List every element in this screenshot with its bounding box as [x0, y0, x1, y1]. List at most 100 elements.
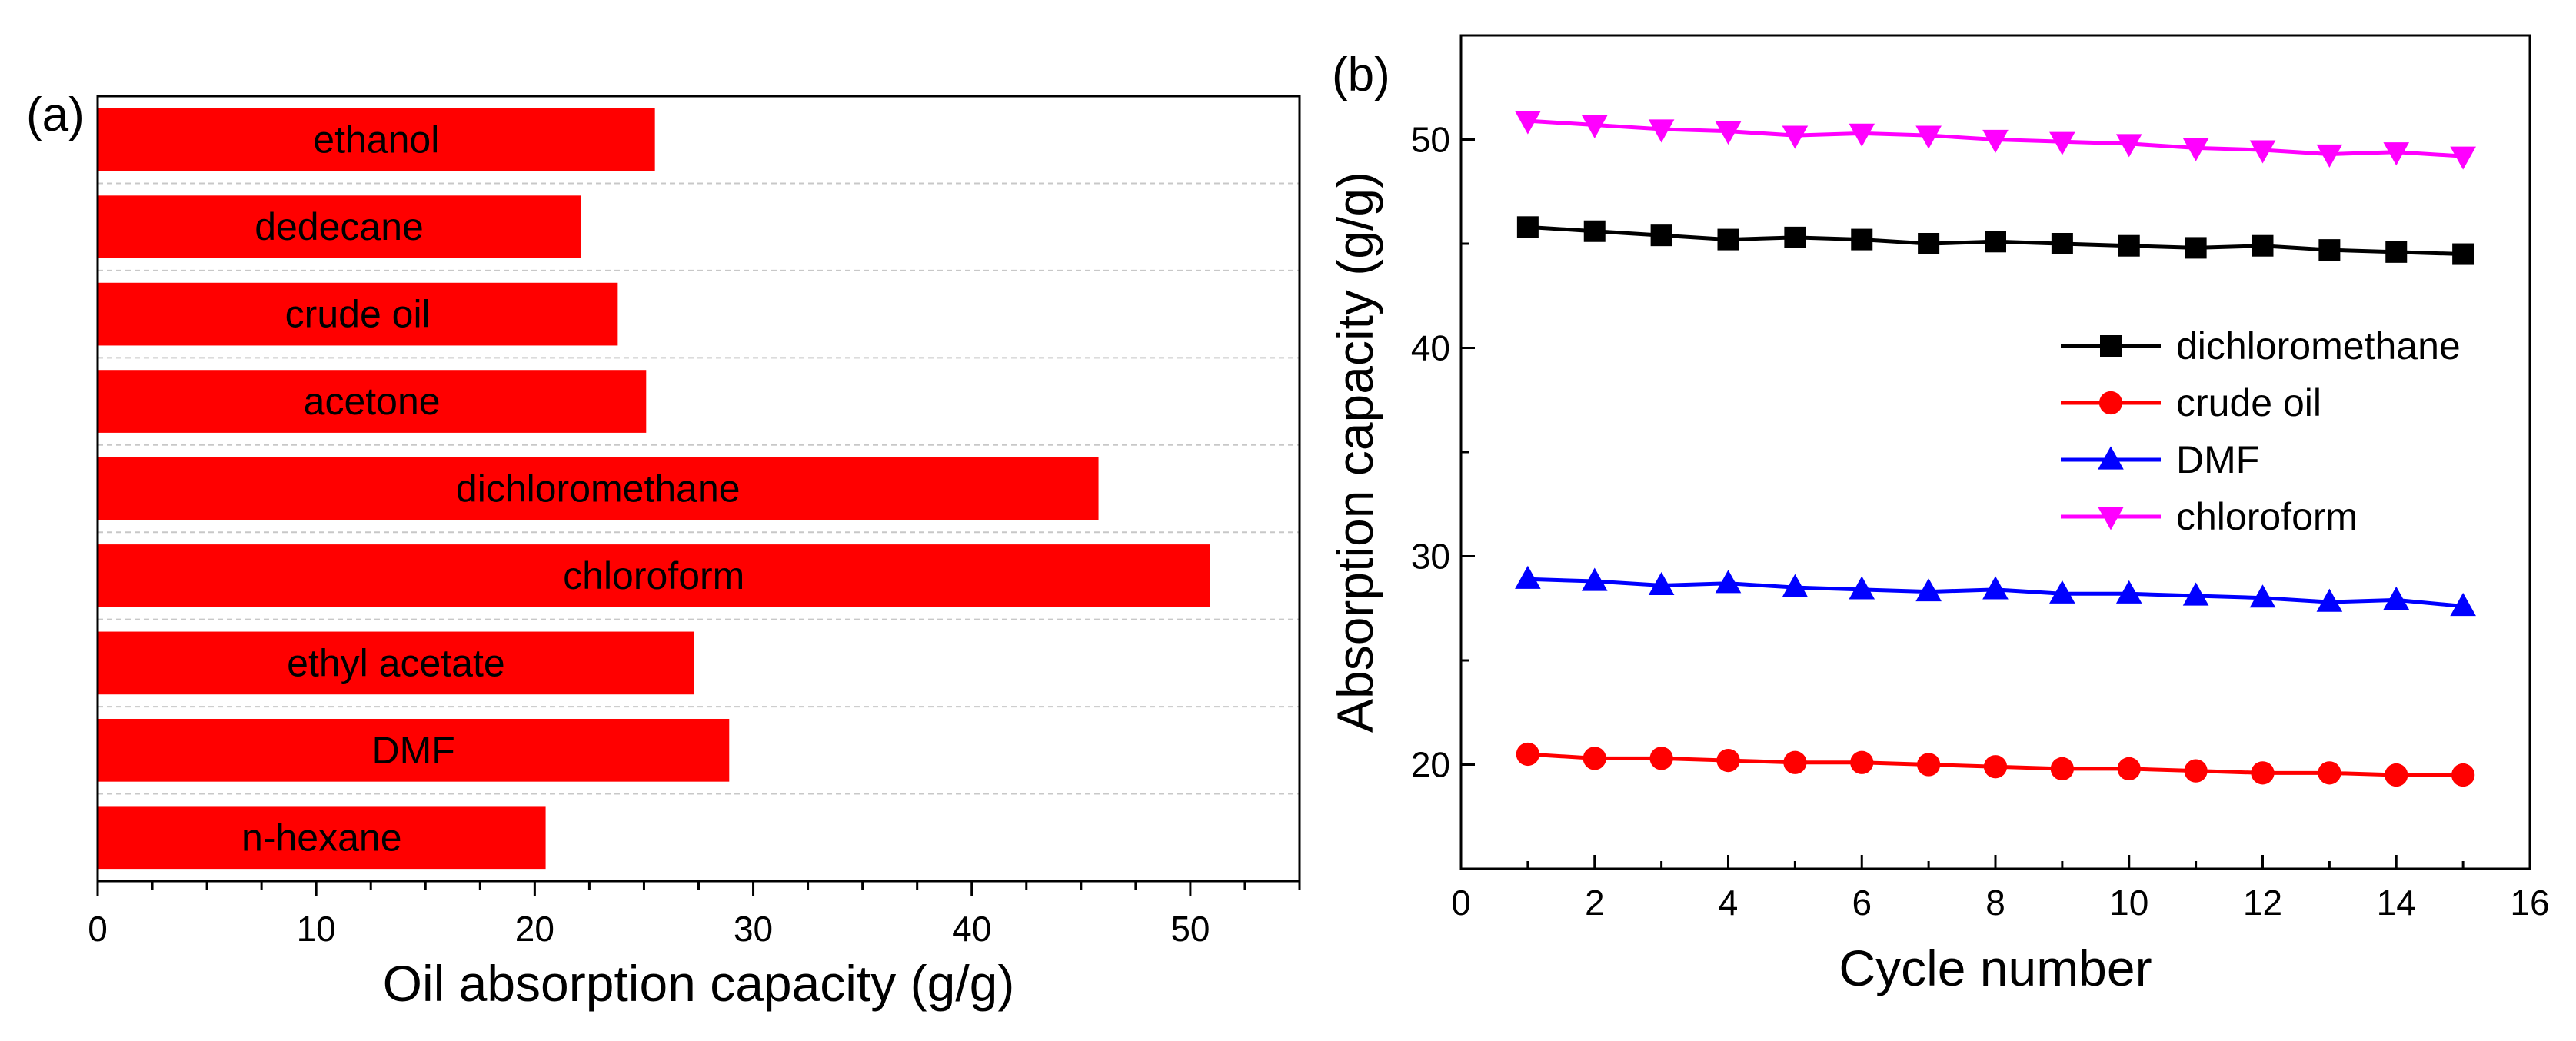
data-point-dichloromethane: [1583, 220, 1606, 242]
bar-label: n-hexane: [241, 816, 402, 859]
data-point-dichloromethane: [1985, 231, 2006, 253]
x-tick-label: 10: [297, 909, 336, 949]
data-point-chloroform: [1581, 115, 1608, 139]
data-point-dichloromethane: [2385, 241, 2408, 263]
data-point-dichloromethane: [1516, 216, 1539, 238]
data-point-crude-oil: [1917, 753, 1941, 777]
data-point-crude-oil: [2251, 761, 2275, 785]
data-point-crude-oil: [2318, 761, 2341, 785]
data-point-chloroform: [1715, 121, 1742, 145]
data-point-DMF: [1648, 571, 1675, 596]
x-tick-label: 4: [1719, 883, 1739, 923]
y-tick-label: 50: [1411, 120, 1450, 160]
data-point-crude-oil: [1983, 755, 2008, 779]
data-point-chloroform: [2316, 144, 2343, 168]
panel-b-line-chart: 0 2 4 6 8 10 12 14 16 20 30 40 50 Cycle number Absorpt…: [1326, 34, 2550, 996]
x-tick-label: 6: [1852, 883, 1872, 923]
data-point-crude-oil: [1516, 742, 1539, 767]
data-point-dichloromethane: [2118, 234, 2140, 257]
x-tick-label: 40: [952, 909, 991, 949]
legend-marker: [2098, 507, 2124, 530]
bar-label: DMF: [371, 729, 454, 772]
bar-ethyl-acetate: [98, 631, 694, 695]
data-point-DMF: [1581, 567, 1608, 591]
data-point-DMF: [1982, 576, 2009, 600]
y-tick-label: 40: [1411, 328, 1450, 368]
data-point-chloroform: [2182, 138, 2209, 161]
x-tick-label: 12: [2243, 883, 2282, 923]
data-point-chloroform: [1915, 125, 1942, 149]
x-tick-label: 30: [734, 909, 773, 949]
legend-marker: [2098, 391, 2123, 415]
data-point-chloroform: [2450, 146, 2476, 170]
x-tick-label: 10: [2109, 883, 2148, 923]
y-tick-label: 20: [1411, 745, 1450, 785]
bar-chloroform: [98, 544, 1210, 607]
plot-frame: [1459, 34, 2531, 870]
data-point-DMF: [1849, 576, 1875, 600]
x-tick-label: 8: [1985, 883, 2005, 923]
data-point-chloroform: [2049, 131, 2075, 155]
bar-label: dichloromethane: [456, 467, 741, 511]
data-point-DMF: [2450, 593, 2476, 617]
x-tick-label: 20: [515, 909, 554, 949]
data-point-dichloromethane: [2452, 243, 2474, 265]
data-point-DMF: [2316, 588, 2343, 612]
bar-label: chloroform: [563, 554, 744, 597]
legend-marker: [2098, 446, 2124, 470]
data-point-dichloromethane: [2051, 233, 2073, 254]
data-point-chloroform: [1982, 129, 2009, 153]
data-point-crude-oil: [1783, 750, 1807, 774]
data-point-dichloromethane: [2252, 234, 2274, 257]
data-point-crude-oil: [2117, 757, 2141, 781]
data-point-DMF: [2115, 580, 2142, 604]
bar-acetone: [98, 370, 647, 433]
data-point-dichloromethane: [1918, 233, 1940, 254]
data-point-crude-oil: [2184, 759, 2208, 783]
data-point-DMF: [2182, 582, 2209, 606]
legend-marker: [2100, 335, 2122, 357]
x-tick-label: 0: [88, 909, 108, 949]
legend-label: DMF: [2176, 438, 2259, 481]
data-point-DMF: [1782, 574, 1809, 597]
data-point-crude-oil: [1583, 747, 1606, 770]
data-point-chloroform: [1782, 125, 1809, 149]
data-point-chloroform: [2249, 140, 2276, 164]
y-axis-title: Absorption capacity (g/g): [1326, 171, 1383, 733]
x-axis-title: Cycle number: [1839, 940, 2152, 996]
bar-label: ethanol: [313, 118, 439, 161]
data-point-DMF: [2249, 584, 2276, 608]
data-point-crude-oil: [2451, 763, 2475, 787]
bar-n-hexane: [98, 806, 546, 870]
data-point-DMF: [1915, 578, 1942, 602]
panel-label: (b): [1332, 48, 1390, 101]
data-point-chloroform: [2115, 134, 2142, 158]
data-point-crude-oil: [2385, 763, 2408, 787]
legend-label: chloroform: [2176, 495, 2358, 538]
data-point-dichloromethane: [1650, 224, 1672, 247]
legend-label: dichloromethane: [2176, 324, 2461, 368]
data-point-crude-oil: [1649, 747, 1673, 770]
bar-dichloromethane: [98, 457, 1099, 520]
bar-label: dedecane: [255, 205, 424, 248]
bar-label: crude oil: [285, 293, 431, 336]
data-point-dichloromethane: [1784, 226, 1806, 248]
bar-label: acetone: [304, 380, 441, 423]
data-point-DMF: [2049, 580, 2075, 604]
x-tick-label: 0: [1451, 883, 1471, 923]
x-axis-title: Oil absorption capacity (g/g): [383, 955, 1015, 1012]
data-point-crude-oil: [1850, 750, 1874, 774]
bar-ethanol: [98, 108, 655, 171]
data-point-dichloromethane: [2185, 237, 2207, 259]
data-point-dichloromethane: [1717, 228, 1739, 251]
legend-label: crude oil: [2176, 381, 2321, 424]
x-tick-label: 50: [1170, 909, 1210, 949]
data-point-chloroform: [1515, 111, 1541, 135]
data-point-chloroform: [1648, 119, 1675, 143]
panel-label: (a): [26, 88, 85, 141]
bar-label: ethyl acetate: [287, 641, 505, 684]
data-point-chloroform: [1849, 123, 1875, 147]
data-point-DMF: [2383, 586, 2410, 610]
panel-a-bar-chart: ethanol dedecane crude oil acetone dichlorom…: [26, 88, 1301, 1012]
